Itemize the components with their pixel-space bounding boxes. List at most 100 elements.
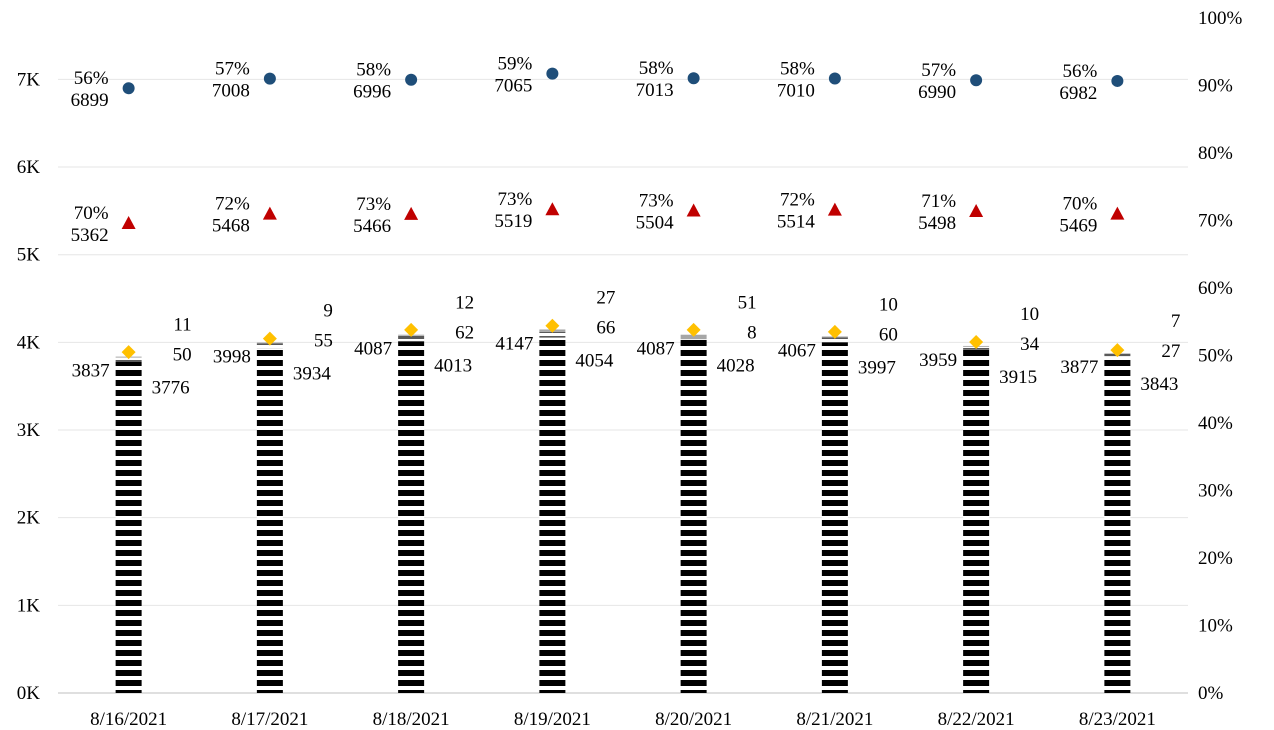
bar-middle-label: 50 bbox=[173, 345, 192, 366]
circle-marker bbox=[122, 82, 135, 95]
left-tick-label: 5K bbox=[17, 245, 41, 266]
left-tick-label: 0K bbox=[17, 683, 41, 704]
triangle-pct-label: 73% bbox=[639, 191, 674, 212]
circle-marker bbox=[687, 72, 700, 85]
triangle-value-label: 5504 bbox=[636, 213, 675, 234]
bar-middle-segment bbox=[115, 357, 142, 362]
bar-top-label: 11 bbox=[173, 315, 191, 336]
bar-main-label: 4028 bbox=[717, 356, 755, 377]
bar-main-label: 3776 bbox=[152, 378, 190, 399]
circle-value-label: 7010 bbox=[777, 80, 815, 101]
circle-value-label: 6990 bbox=[918, 82, 956, 103]
circle-value-label: 6996 bbox=[353, 82, 391, 103]
bar-top-label: 12 bbox=[455, 293, 474, 314]
triangle-pct-label: 70% bbox=[74, 203, 109, 224]
bar-top-label: 27 bbox=[596, 287, 615, 308]
bar-main-segment bbox=[1104, 356, 1131, 693]
triangle-marker bbox=[121, 215, 136, 229]
bar-main-segment bbox=[680, 339, 707, 693]
left-tick-label: 4K bbox=[17, 332, 41, 353]
bar-middle-label: 27 bbox=[1161, 341, 1180, 362]
circle-pct-label: 59% bbox=[498, 54, 533, 75]
triangle-marker bbox=[262, 206, 277, 220]
bar-main-segment bbox=[539, 337, 566, 693]
data-labels: 3837 11 50 3776 3998 9 55 3934 4087 12 62 4013 4147 2… bbox=[71, 54, 1181, 399]
bar-main-label: 3915 bbox=[999, 367, 1037, 388]
triangle-marker bbox=[969, 204, 984, 218]
diamond-marker bbox=[545, 318, 560, 333]
left-tick-label: 1K bbox=[17, 595, 41, 616]
triangle-value-label: 5469 bbox=[1059, 216, 1097, 237]
bar-middle-segment bbox=[398, 335, 425, 342]
x-tick-label: 8/19/2021 bbox=[514, 709, 591, 730]
x-axis-ticks: 8/16/2021 8/17/2021 8/18/2021 8/19/2021 8/20… bbox=[90, 709, 1156, 730]
bar-middle-label: 66 bbox=[596, 317, 615, 338]
triangle-marker bbox=[404, 206, 419, 220]
circle-pct-label: 57% bbox=[215, 59, 250, 80]
triangle-pct-label: 70% bbox=[1063, 194, 1098, 215]
bar-main-segment bbox=[821, 342, 848, 693]
bar-main-label: 4013 bbox=[434, 356, 472, 377]
circle-value-label: 7065 bbox=[494, 76, 532, 97]
right-tick-label: 40% bbox=[1198, 413, 1233, 434]
left-tick-label: 6K bbox=[17, 157, 41, 178]
marker-series bbox=[121, 67, 1125, 360]
triangle-value-label: 5498 bbox=[918, 213, 956, 234]
diamond-marker bbox=[827, 324, 842, 339]
x-tick-label: 8/16/2021 bbox=[90, 709, 167, 730]
bar-middle-segment bbox=[821, 337, 848, 343]
diamond-marker bbox=[121, 345, 136, 360]
triangle-value-label: 5466 bbox=[353, 216, 391, 237]
left-axis-ticks: 0K 1K 2K 3K 4K 5K 6K 7K bbox=[17, 69, 41, 704]
triangle-value-label: 5468 bbox=[212, 216, 250, 237]
diamond-marker bbox=[686, 322, 701, 337]
x-tick-label: 8/20/2021 bbox=[655, 709, 732, 730]
bar-middle-label: 55 bbox=[314, 331, 333, 352]
bar-total-label: 4087 bbox=[637, 339, 675, 360]
bar-total-label: 4147 bbox=[495, 333, 533, 354]
bar-main-label: 3997 bbox=[858, 357, 896, 378]
circle-marker bbox=[263, 72, 276, 85]
circle-pct-label: 57% bbox=[921, 60, 956, 81]
circle-value-label: 6982 bbox=[1059, 83, 1097, 104]
circle-pct-label: 58% bbox=[356, 60, 391, 81]
circle-value-label: 7008 bbox=[212, 81, 250, 102]
left-tick-label: 2K bbox=[17, 508, 41, 529]
x-tick-label: 8/17/2021 bbox=[231, 709, 308, 730]
circle-pct-label: 58% bbox=[639, 58, 674, 79]
left-tick-label: 7K bbox=[17, 69, 41, 90]
bar-top-segment bbox=[680, 334, 707, 340]
gridlines bbox=[58, 78, 1188, 694]
circle-marker bbox=[546, 67, 559, 80]
bar-middle-label: 8 bbox=[747, 323, 757, 344]
right-tick-label: 90% bbox=[1198, 76, 1233, 97]
right-tick-label: 0% bbox=[1198, 683, 1224, 704]
diamond-marker bbox=[404, 322, 419, 337]
bar-top-label: 51 bbox=[738, 293, 757, 314]
diamond-marker bbox=[969, 335, 984, 349]
bar-total-label: 3837 bbox=[72, 361, 110, 382]
right-tick-label: 50% bbox=[1198, 346, 1233, 367]
bar-total-label: 3998 bbox=[213, 347, 251, 368]
bar-total-label: 3959 bbox=[919, 350, 957, 371]
x-tick-label: 8/18/2021 bbox=[373, 709, 450, 730]
right-tick-label: 80% bbox=[1198, 143, 1233, 164]
circle-value-label: 6899 bbox=[71, 90, 109, 111]
bar-middle-segment bbox=[680, 339, 707, 340]
triangle-marker bbox=[545, 202, 560, 216]
bar-middle-label: 34 bbox=[1020, 334, 1040, 355]
bar-middle-label: 60 bbox=[879, 324, 898, 345]
bar-total-label: 3877 bbox=[1060, 357, 1098, 378]
bar-top-label: 7 bbox=[1171, 311, 1181, 332]
right-tick-label: 30% bbox=[1198, 481, 1233, 502]
bar-top-label: 9 bbox=[323, 301, 333, 322]
circle-marker bbox=[405, 73, 418, 86]
bar-main-label: 3934 bbox=[293, 364, 332, 385]
triangle-value-label: 5519 bbox=[494, 211, 532, 232]
bar-main-label: 4054 bbox=[575, 350, 614, 371]
diamond-marker bbox=[1110, 343, 1125, 358]
x-tick-label: 8/23/2021 bbox=[1079, 709, 1156, 730]
bar-main-segment bbox=[115, 361, 142, 693]
right-axis-ticks: 0% 10% 20% 30% 40% 50% 60% 70% 80% 90% 100% bbox=[1198, 8, 1243, 704]
x-tick-label: 8/21/2021 bbox=[796, 709, 873, 730]
